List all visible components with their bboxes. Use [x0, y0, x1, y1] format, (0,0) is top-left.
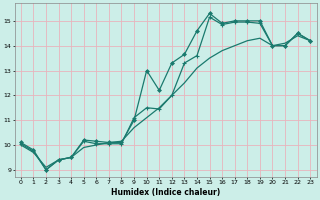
X-axis label: Humidex (Indice chaleur): Humidex (Indice chaleur) [111, 188, 220, 197]
